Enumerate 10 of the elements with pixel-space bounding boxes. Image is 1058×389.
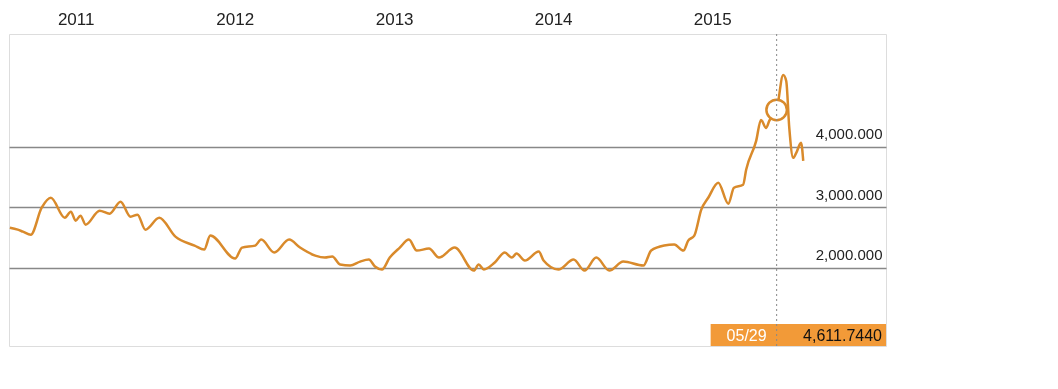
y-tick-label: 3,000.000 <box>815 185 883 203</box>
annotation: 4,611.7440 <box>803 327 883 344</box>
x-tick-label: 2015 <box>693 9 732 29</box>
y-tick-label: 2,000.000 <box>815 246 883 264</box>
x-tick-label: 2014 <box>534 9 573 29</box>
x-tick-label: 2013 <box>375 9 414 29</box>
y-tick-label: 4,000.000 <box>815 125 883 143</box>
x-tick-label: 2011 <box>57 9 95 29</box>
annotation: 05/29 <box>726 327 767 344</box>
x-tick-label: 2012 <box>216 9 255 29</box>
